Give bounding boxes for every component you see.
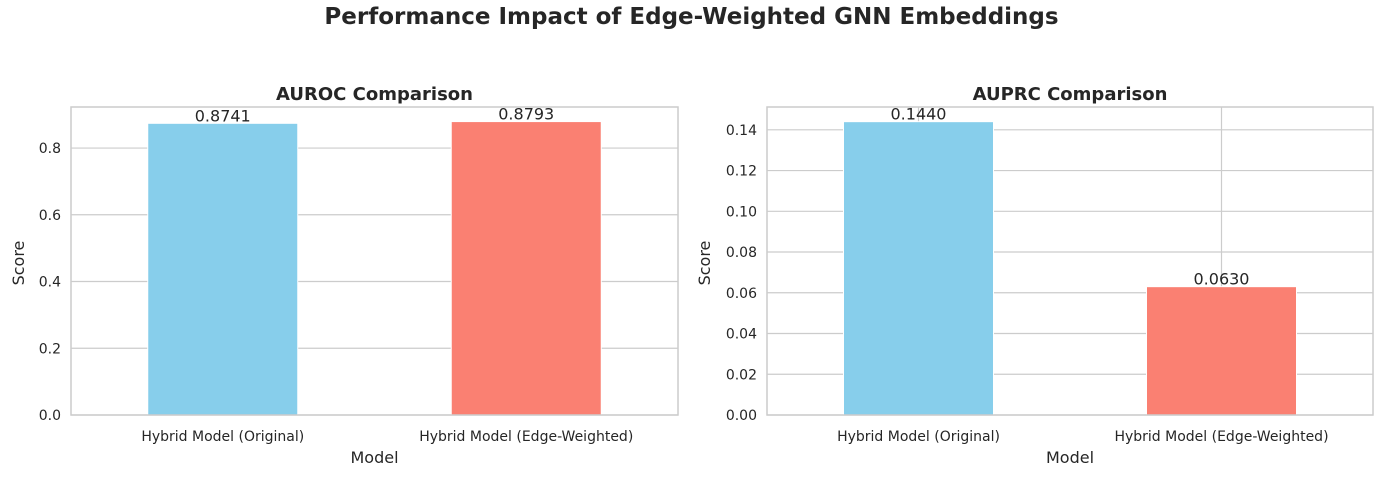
y-tick-label: 0.14	[726, 123, 757, 139]
y-tick-label: 0.10	[726, 204, 757, 220]
bar-2	[1146, 286, 1297, 416]
y-tick-label: 0.6	[39, 208, 61, 224]
y-tick-label: 0.08	[726, 245, 757, 261]
bar-1	[147, 122, 299, 416]
bar-2	[450, 121, 602, 416]
y-axis-label: Score	[695, 241, 714, 286]
chart-2: 0.00 0.02 0.04 0.06 0.08 0.10 0.12 0.14 0.1440 Hy…	[695, 84, 1374, 467]
y-tick-label: 0.4	[39, 275, 61, 291]
figure-title: Performance Impact of Edge-Weighted GNN …	[324, 4, 1059, 30]
y-tick-label: 0.2	[39, 341, 61, 357]
y-tick-label: 0.8	[39, 141, 61, 157]
x-tick-label: Hybrid Model (Edge-Weighted)	[419, 429, 633, 445]
y-axis-label: Score	[9, 241, 28, 286]
bar-value-label: 0.8741	[195, 106, 251, 125]
axes-frame	[70, 106, 679, 416]
x-tick-label: Hybrid Model (Original)	[141, 429, 304, 445]
chart-title: AUPRC Comparison	[973, 84, 1168, 105]
y-tick-label: 0.06	[726, 286, 757, 302]
chart-title: AUROC Comparison	[276, 84, 473, 105]
bar-value-label: 0.8793	[498, 105, 554, 124]
x-tick-label: Hybrid Model (Original)	[837, 429, 1000, 445]
x-axis-label: Model	[1046, 448, 1094, 467]
bar-value-label: 0.0630	[1194, 270, 1250, 289]
x-axis-label: Model	[350, 448, 398, 467]
x-tick-label: Hybrid Model (Edge-Weighted)	[1114, 429, 1328, 445]
bar-value-label: 0.1440	[891, 105, 947, 124]
chart-1: 0.0 0.2 0.4 0.6 0.8 0.8741 Hybrid Model (Origi…	[9, 84, 679, 467]
y-tick-label: 0.04	[726, 327, 757, 343]
y-tick-label: 0.12	[726, 164, 757, 180]
y-tick-label: 0.02	[726, 367, 757, 383]
axes-frame	[766, 106, 1374, 416]
y-tick-label: 0.0	[39, 408, 61, 424]
y-tick-label: 0.00	[726, 408, 757, 424]
bar-1	[843, 121, 994, 416]
